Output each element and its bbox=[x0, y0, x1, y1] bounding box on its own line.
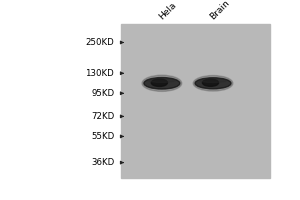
Text: Hela: Hela bbox=[157, 0, 178, 21]
Text: 55KD: 55KD bbox=[91, 132, 114, 141]
Ellipse shape bbox=[202, 79, 219, 86]
Ellipse shape bbox=[144, 78, 180, 89]
Ellipse shape bbox=[148, 78, 176, 82]
Text: 95KD: 95KD bbox=[91, 89, 114, 98]
Text: 36KD: 36KD bbox=[91, 158, 114, 167]
Ellipse shape bbox=[200, 79, 226, 82]
Text: Brain: Brain bbox=[208, 0, 231, 21]
Text: 130KD: 130KD bbox=[85, 69, 114, 78]
Ellipse shape bbox=[151, 79, 167, 86]
Bar bbox=[121, 24, 270, 178]
Ellipse shape bbox=[193, 76, 233, 91]
Ellipse shape bbox=[195, 78, 231, 89]
Text: 72KD: 72KD bbox=[91, 112, 114, 121]
Text: 250KD: 250KD bbox=[85, 38, 114, 47]
Ellipse shape bbox=[142, 75, 182, 91]
